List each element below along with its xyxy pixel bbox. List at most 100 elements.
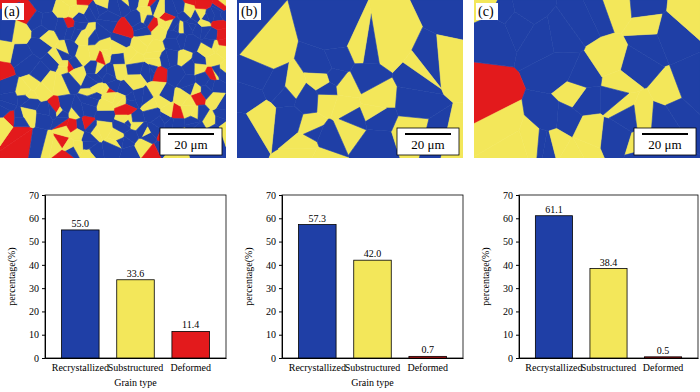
tick-mark: [279, 335, 282, 336]
bar-chart: 61.138.40.5010203040506070Recrystallized…: [480, 190, 699, 373]
grain: [48, 47, 62, 65]
tick-mark: [42, 311, 45, 312]
grain-map: (b)20 μm: [237, 0, 463, 158]
grain: [101, 92, 116, 103]
grain-map: (a)20 μm: [0, 0, 226, 158]
tick-mark: [279, 358, 282, 359]
grain: [195, 72, 210, 86]
grain: [144, 15, 154, 27]
tick-label: 40: [266, 260, 276, 271]
scale-bar: [168, 133, 214, 135]
grain: [173, 87, 190, 106]
grain: [670, 52, 700, 114]
axis-line: [46, 358, 227, 359]
tick-label: 30: [503, 283, 513, 294]
grain: [184, 116, 201, 125]
tick-label: 50: [29, 236, 39, 247]
tick: 0: [34, 353, 45, 364]
x-axis-title: Grain type: [351, 377, 394, 388]
tick-label: 20: [266, 306, 276, 317]
tick: Substructured: [108, 362, 164, 373]
grain: [29, 0, 56, 13]
grain: [350, 63, 392, 93]
grain: [79, 150, 95, 158]
grain: [403, 50, 442, 89]
tick: 20: [29, 306, 45, 317]
grain: [213, 109, 226, 120]
grain: [0, 20, 15, 42]
grain: [110, 40, 126, 54]
bar: [535, 216, 572, 358]
tick-label: Substructured: [108, 362, 164, 373]
grain: [600, 86, 628, 115]
grain: [474, 130, 528, 158]
tick-mark: [279, 218, 282, 219]
bar-chart: 55.033.611.4010203040506070Recrystallize…: [6, 190, 227, 388]
grain: [75, 29, 88, 46]
tick-label: Deformed: [407, 362, 448, 373]
tick: Recrystallized: [525, 362, 582, 373]
tick-label: 0: [508, 353, 513, 364]
tick-label: 60: [29, 213, 39, 224]
grain: [183, 34, 201, 53]
grain: [124, 74, 147, 90]
bar: [62, 230, 100, 358]
tick-label: Recrystallized: [52, 362, 109, 373]
grain: [94, 0, 109, 8]
tick-mark: [42, 218, 45, 219]
grain: [163, 39, 181, 52]
figure: (a)20 μm(b)20 μm(c)20 μm55.033.611.40102…: [0, 0, 700, 392]
grain: [58, 60, 68, 67]
tick-mark: [42, 288, 45, 289]
tick-label: 20: [29, 306, 39, 317]
grain: [212, 0, 226, 10]
grain: [114, 104, 137, 115]
bar: [299, 225, 337, 358]
grain: [237, 55, 274, 90]
tick-label: 60: [266, 213, 276, 224]
panel-label-bg: [239, 3, 261, 20]
axis-line: [283, 358, 464, 359]
scale-bar: [642, 133, 688, 135]
plot-frame: [519, 195, 698, 358]
tick-label: 50: [266, 236, 276, 247]
grain: [317, 119, 348, 157]
bar: [645, 357, 682, 358]
tick: Deformed: [170, 362, 211, 373]
grain: [667, 0, 700, 40]
grain: [0, 40, 14, 63]
grain: [126, 91, 136, 101]
grain: [138, 0, 149, 7]
tick: Substructured: [345, 362, 401, 373]
tick: 20: [503, 306, 519, 317]
tick: 30: [503, 283, 519, 294]
tick: 10: [29, 329, 45, 340]
scale-bar-box: [397, 128, 459, 155]
axis-line: [516, 196, 520, 359]
grain: [85, 120, 97, 133]
grain: [437, 35, 463, 103]
scale-bar: [405, 133, 451, 135]
tick-mark: [516, 195, 519, 196]
grain: [41, 71, 56, 94]
tick: Recrystallized: [52, 362, 109, 373]
grain: [339, 107, 367, 130]
grain: [183, 10, 194, 18]
grain: [62, 73, 81, 95]
grain: [82, 142, 98, 150]
data-label: 38.4: [600, 257, 618, 268]
grain: [0, 100, 17, 111]
tick: 50: [266, 236, 282, 247]
grain: [142, 86, 154, 106]
bar: [354, 260, 392, 358]
tick-label: Substructured: [581, 362, 637, 373]
grain: [195, 0, 213, 9]
grain: [630, 0, 668, 18]
grain: [324, 47, 354, 72]
grain: [0, 117, 13, 146]
tick: 60: [503, 213, 519, 224]
tick-mark: [42, 335, 45, 336]
tick-label: 30: [266, 283, 276, 294]
grain: [201, 38, 214, 48]
grain: [219, 69, 226, 83]
